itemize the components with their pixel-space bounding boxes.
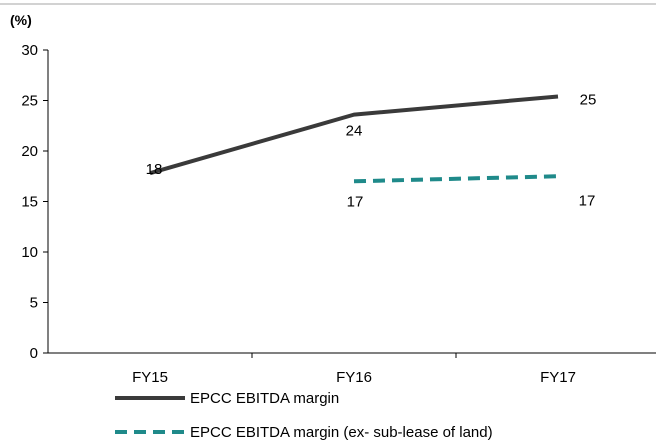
x-axis-ticks: FY15 FY16 FY17	[132, 353, 576, 386]
data-label: 17	[579, 192, 596, 209]
legend: EPCC EBITDA margin EPCC EBITDA margin (ex…	[115, 390, 493, 441]
series-line-ex-sublease	[353, 174, 559, 184]
y-tick-label: 20	[21, 143, 38, 160]
series-line-ebitda-margin	[149, 94, 559, 176]
y-axis-ticks: 0 5 10 15 20 25 30	[21, 42, 48, 362]
legend-label: EPCC EBITDA margin (ex- sub-lease of lan…	[190, 424, 493, 441]
x-tick-label: FY15	[132, 369, 168, 386]
y-tick-label: 5	[30, 295, 38, 312]
x-tick-label: FY16	[336, 369, 372, 386]
y-tick-label: 30	[21, 42, 38, 59]
series-layer: 18 24 25 17 17	[146, 91, 597, 210]
y-tick-label: 15	[21, 194, 38, 211]
y-tick-label: 25	[21, 93, 38, 110]
x-tick-label: FY17	[540, 369, 576, 386]
y-tick-label: 10	[21, 244, 38, 261]
legend-label: EPCC EBITDA margin	[190, 390, 339, 407]
data-label: 25	[580, 91, 597, 108]
data-label: 17	[347, 193, 364, 210]
y-axis-unit-label: (%)	[10, 12, 32, 28]
y-tick-label: 0	[30, 345, 38, 362]
data-label: 24	[346, 123, 363, 140]
data-label: 18	[146, 161, 163, 178]
